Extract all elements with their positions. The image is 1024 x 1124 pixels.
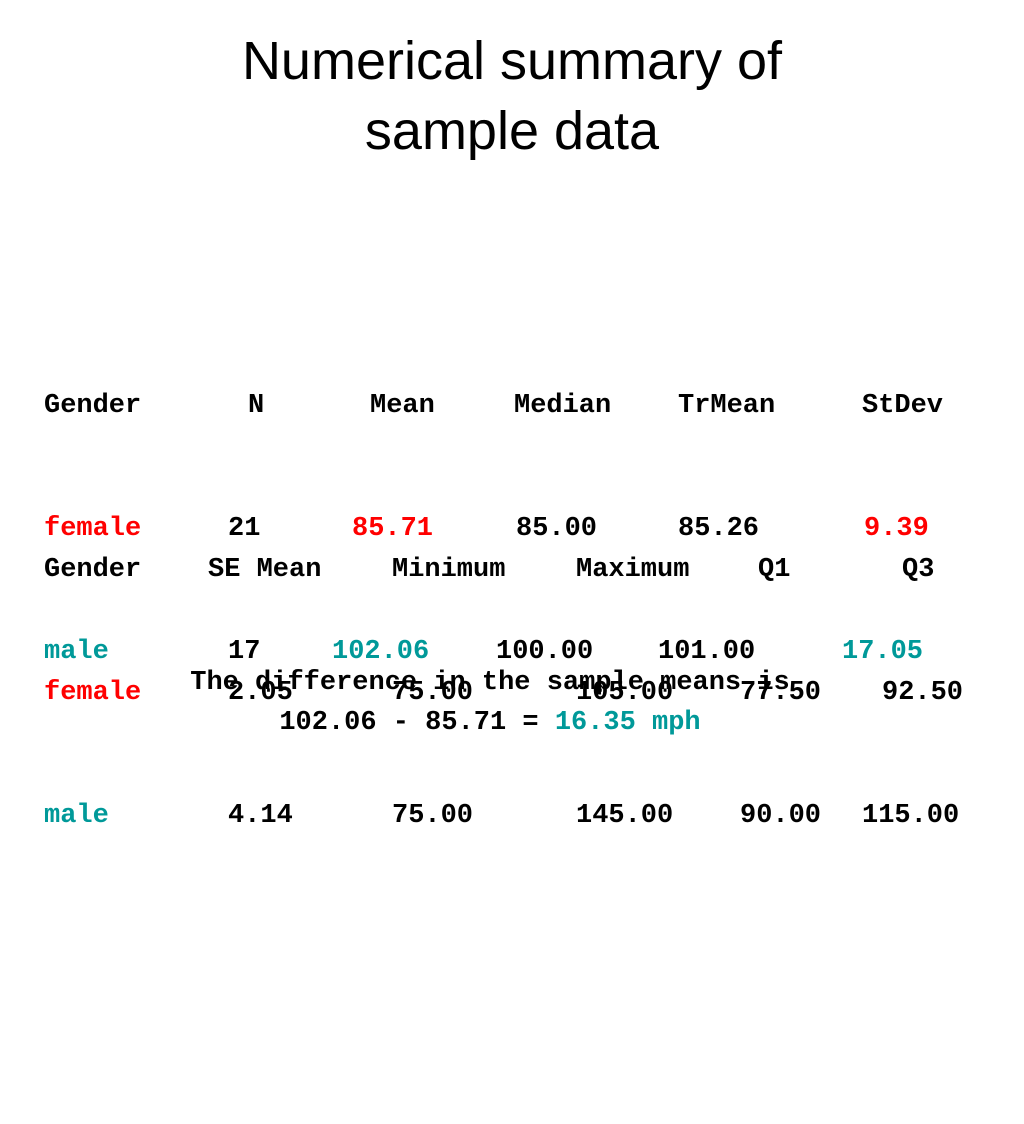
header-median: Median bbox=[514, 391, 612, 421]
table-row: female 21 85.71 85.00 85.26 9.39 bbox=[44, 509, 984, 550]
table-row: male 17 102.06 100.00 101.00 17.05 bbox=[44, 632, 984, 673]
conclusion-line-2: 102.06 - 85.71 = 16.35 mph bbox=[0, 703, 980, 743]
difference-result: 16.35 mph bbox=[554, 708, 701, 738]
slide-title: Numerical summary of sample data bbox=[0, 26, 1024, 166]
trmean-value: 85.26 bbox=[678, 514, 760, 544]
median-value: 85.00 bbox=[516, 514, 598, 544]
table-1-header-row: Gender N Mean Median TrMean StDev bbox=[44, 386, 984, 427]
header-n: N bbox=[248, 391, 265, 421]
q1-value: 90.00 bbox=[740, 801, 822, 831]
summary-table-1: Gender N Mean Median TrMean StDev female… bbox=[44, 304, 984, 714]
header-trmean: TrMean bbox=[678, 391, 776, 421]
conclusion-line-1: The difference in the sample means is bbox=[190, 668, 790, 698]
q3-value: 92.50 bbox=[882, 678, 964, 708]
stdev-value: 9.39 bbox=[864, 514, 929, 544]
n-value: 21 bbox=[228, 514, 261, 544]
gender-label: female bbox=[44, 678, 142, 708]
gender-label: male bbox=[44, 637, 109, 667]
mean-value: 85.71 bbox=[352, 514, 434, 544]
q1-value: 77.50 bbox=[740, 678, 822, 708]
title-line-1: Numerical summary of bbox=[241, 31, 783, 91]
minimum-value: 75.00 bbox=[392, 678, 474, 708]
header-q1: Q1 bbox=[758, 555, 791, 585]
table-2-header-row: Gender SE Mean Minimum Maximum Q1 Q3 bbox=[44, 550, 994, 591]
median-value: 100.00 bbox=[496, 637, 594, 667]
maximum-value: 145.00 bbox=[576, 801, 674, 831]
table-row: male 4.14 75.00 145.00 90.00 115.00 bbox=[44, 796, 994, 837]
header-maximum: Maximum bbox=[576, 555, 690, 585]
se-mean-value: 2.05 bbox=[228, 678, 293, 708]
q3-value: 115.00 bbox=[862, 801, 960, 831]
header-stdev: StDev bbox=[862, 391, 944, 421]
header-minimum: Minimum bbox=[392, 555, 506, 585]
minimum-value: 75.00 bbox=[392, 801, 474, 831]
table-row: female 2.05 75.00 105.00 77.50 92.50 bbox=[44, 673, 994, 714]
difference-equation: 102.06 - 85.71 = bbox=[279, 708, 555, 738]
header-gender: Gender bbox=[44, 391, 142, 421]
stdev-value: 17.05 bbox=[842, 637, 924, 667]
title-line-2: sample data bbox=[364, 101, 660, 161]
gender-label: male bbox=[44, 801, 109, 831]
n-value: 17 bbox=[228, 637, 261, 667]
gender-label: female bbox=[44, 514, 142, 544]
header-se-mean: SE Mean bbox=[208, 555, 322, 585]
trmean-value: 101.00 bbox=[658, 637, 756, 667]
conclusion-text: The difference in the sample means is 10… bbox=[0, 663, 980, 743]
header-gender: Gender bbox=[44, 555, 142, 585]
maximum-value: 105.00 bbox=[576, 678, 674, 708]
mean-value: 102.06 bbox=[332, 637, 430, 667]
header-mean: Mean bbox=[370, 391, 435, 421]
se-mean-value: 4.14 bbox=[228, 801, 293, 831]
header-q3: Q3 bbox=[902, 555, 935, 585]
